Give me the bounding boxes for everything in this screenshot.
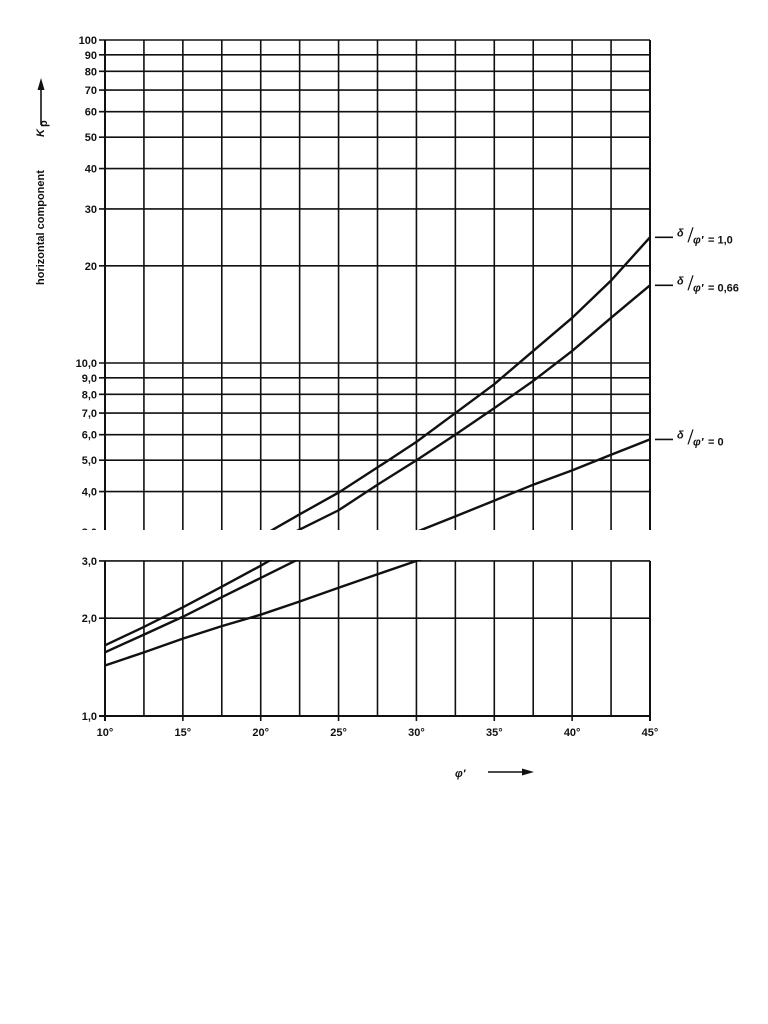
y-tick-label: 90 — [85, 50, 97, 62]
y-tick-label: 6,0 — [82, 430, 97, 442]
tick-labels: 3,0 2,0 1,010° 15° 20° 25° 30° 35° 40° 45° — [82, 556, 659, 739]
y-tick-label: 7,0 — [82, 408, 97, 420]
y-tick-label: 80 — [85, 66, 97, 78]
y-tick-label: 3,0 — [82, 556, 97, 568]
x-tick-label: 10° — [97, 727, 114, 739]
y-tick-label: 5,0 — [82, 455, 97, 467]
label-slash — [687, 275, 694, 291]
series-label: δ φ′ = 0,66 — [655, 275, 739, 294]
y-tick-label: 3,0 — [82, 527, 97, 539]
x-tick-label: 20° — [252, 727, 269, 739]
y-tick-label: 9,0 — [82, 373, 97, 385]
y-tick-label: 8,0 — [82, 389, 97, 401]
series-label: δ φ′ = 0 — [655, 429, 724, 448]
label-delta: δ — [677, 275, 684, 287]
y-tick-label: 20 — [85, 261, 97, 273]
y-tick-label: 30 — [85, 204, 97, 216]
series-line-lower-1 — [105, 560, 300, 654]
label-phi: φ′ — [693, 282, 705, 294]
label-delta: δ — [677, 227, 684, 239]
upper-panel: 100 90 80 70 60 50 40 30 20 10,0 9,0 8,0 7,0 6,0 5,0 4,… — [76, 35, 651, 539]
y-axis-label: horizontal component — [35, 170, 47, 285]
y-axis-symbol: K — [35, 128, 47, 137]
label-value: = 0 — [708, 436, 724, 448]
y-tick-label: 10,0 — [76, 358, 97, 370]
label-value: = 1,0 — [708, 234, 733, 246]
y-tick-label: 4,0 — [82, 487, 97, 499]
y-tick-label: 2,0 — [82, 613, 97, 625]
series-label: δ φ′ = 1,0 — [655, 227, 733, 246]
label-phi: φ′ — [693, 436, 705, 448]
y-tick-label: 70 — [85, 85, 97, 97]
series-line-upper-2 — [417, 438, 651, 530]
lower-panel — [99, 560, 651, 721]
label-value: = 0,66 — [708, 282, 739, 294]
x-axis-label: φ′ — [455, 768, 467, 780]
x-axis-arrow-icon — [488, 768, 534, 776]
y-tick-label: 100 — [79, 35, 97, 47]
y-axis-title: horizontal component K p — [35, 120, 50, 285]
x-tick-label: 15° — [175, 727, 192, 739]
x-tick-label: 30° — [408, 727, 425, 739]
x-tick-label: 45° — [642, 727, 659, 739]
y-tick-label: 40 — [85, 164, 97, 176]
x-tick-label: 35° — [486, 727, 503, 739]
label-delta: δ — [677, 429, 684, 441]
y-tick-label: 1,0 — [82, 711, 97, 723]
y-axis-subscript: p — [38, 120, 50, 127]
curves — [104, 236, 651, 667]
grid: 100 90 80 70 60 50 40 30 20 10,0 9,0 8,0 7,0 6,0 5,0 4,… — [76, 35, 651, 721]
y-axis-arrow-icon — [37, 78, 45, 125]
x-tick-label: 40° — [564, 727, 581, 739]
label-slash — [687, 429, 694, 445]
label-slash — [687, 227, 694, 243]
y-tick-label: 60 — [85, 107, 97, 119]
label-phi: φ′ — [693, 234, 705, 246]
series-line-lower-0 — [105, 560, 274, 647]
y-tick-label: 50 — [85, 132, 97, 144]
curve-labels: δ φ′ = 1,0 δ φ′ = 0,66 δ φ′ = 0 — [655, 227, 739, 448]
x-tick-label: 25° — [330, 727, 347, 739]
